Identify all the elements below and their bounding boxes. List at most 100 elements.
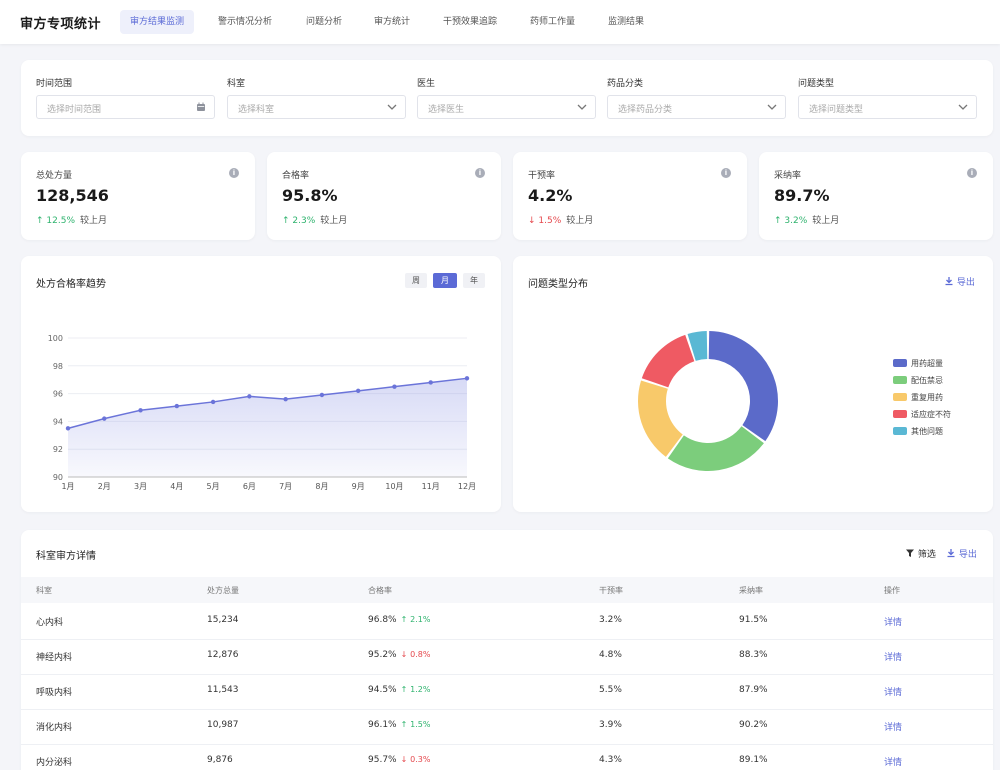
doctor-select[interactable]: 选择医生 (417, 95, 596, 119)
detail-link[interactable]: 详情 (884, 758, 903, 768)
detail-link[interactable]: 详情 (884, 688, 903, 698)
trend-point (138, 408, 143, 413)
x-tick-label: 5月 (207, 482, 220, 491)
table-cell-intervention-rate: 3.2% (599, 615, 622, 625)
tab-review-monitor[interactable]: 审方结果监测 (120, 10, 195, 34)
tab-pharmacist-workload[interactable]: 药师工作量 (530, 17, 576, 27)
row-divider (21, 674, 993, 675)
chevron-down-icon (767, 104, 777, 110)
trend-area (68, 378, 467, 477)
distribution-chart-title: 问题类型分布 (528, 279, 588, 290)
y-tick-label: 94 (53, 417, 63, 426)
y-tick-label: 96 (53, 390, 63, 399)
detail-link[interactable]: 详情 (884, 723, 903, 733)
trend-point (283, 396, 288, 402)
table-cell-dept: 呼吸内科 (36, 688, 73, 698)
trend-line (67, 377, 468, 430)
kpi-value-total: 128,546 (36, 186, 109, 205)
top-header: 审方专项统计 审方结果监测 警示情况分析 问题分析 审方统计 干预效果追踪 药师… (0, 0, 1000, 44)
issue-type-placeholder: 选择问题类型 (809, 105, 864, 115)
donut-slice[interactable] (708, 331, 778, 442)
info-icon[interactable]: i (967, 168, 977, 178)
table-card (21, 530, 993, 770)
legend-swatch (893, 359, 907, 367)
donut-slice[interactable] (638, 380, 683, 457)
issue-type-select[interactable]: 选择问题类型 (798, 95, 977, 119)
table-cell-total: 11,543 (207, 685, 239, 695)
trend-point (319, 392, 325, 398)
kpi-label-pass-rate: 合格率 (282, 171, 310, 181)
info-icon[interactable]: i (721, 168, 731, 178)
x-tick-label: 2月 (98, 482, 111, 491)
table-filter-button[interactable]: 筛选 (905, 547, 936, 560)
donut-slice[interactable] (687, 331, 708, 361)
tab-issue-analysis[interactable]: 问题分析 (306, 17, 343, 27)
trend-point (355, 388, 361, 394)
legend-swatch (893, 393, 907, 401)
donut-slice[interactable] (667, 426, 764, 471)
trend-point (464, 376, 470, 381)
x-tick-label: 7月 (279, 482, 292, 491)
trend-point (174, 403, 180, 409)
y-tick-label: 100 (48, 334, 63, 343)
legend-swatch (893, 376, 907, 384)
time-range-picker[interactable]: 选择时间范围 (36, 95, 215, 119)
trend-point (102, 416, 107, 421)
calendar-icon (197, 102, 205, 111)
tab-monitor-results[interactable]: 监测结果 (608, 17, 645, 27)
tab-intervention-tracking[interactable]: 干预效果追踪 (443, 17, 498, 27)
info-icon[interactable]: i (229, 168, 239, 178)
detail-link[interactable]: 详情 (884, 618, 903, 628)
time-range-placeholder: 选择时间范围 (47, 105, 102, 115)
drug-category-placeholder: 选择药品分类 (618, 105, 673, 115)
x-tick-label: 3月 (134, 482, 147, 491)
table-export-button[interactable]: 导出 (946, 547, 977, 560)
trend-point (392, 384, 397, 389)
x-tick-label: 4月 (170, 482, 183, 491)
table-cell-adoption-rate: 89.1% (739, 755, 768, 765)
distribution-export-button[interactable]: 导出 (944, 275, 975, 288)
kpi-change-adoption-rate: ↑ 3.2% 较上月 (774, 216, 840, 226)
x-tick-label: 10月 (385, 482, 403, 491)
table-cell-adoption-rate: 87.9% (739, 685, 768, 695)
trend-point (65, 426, 71, 431)
kpi-label-adoption-rate: 采纳率 (774, 171, 802, 181)
row-divider (21, 744, 993, 745)
download-icon (945, 277, 953, 286)
segment-year[interactable]: 年 (463, 273, 485, 288)
table-cell-pass-rate: 95.2% ↓ 0.8% (368, 650, 431, 660)
table-cell-intervention-rate: 3.9% (599, 720, 622, 730)
segment-week[interactable]: 周 (405, 273, 427, 288)
kpi-card-intervention-rate (513, 152, 747, 240)
table-cell-dept: 内分泌科 (36, 758, 73, 768)
tab-warning-analysis[interactable]: 警示情况分析 (218, 17, 273, 27)
arrow-up-icon: ↑ (400, 615, 408, 624)
arrow-up-icon: ↑ (282, 216, 290, 226)
department-select[interactable]: 选择科室 (227, 95, 406, 119)
table-cell-pass-rate: 94.5% ↑ 1.2% (368, 685, 431, 695)
table-cell-dept: 神经内科 (36, 653, 73, 663)
arrow-up-icon: ↑ (400, 720, 408, 729)
donut-slice[interactable] (641, 334, 695, 388)
legend-item: 用药超量 (893, 358, 943, 369)
app-title: 审方专项统计 (20, 17, 102, 32)
y-tick-label: 98 (53, 362, 63, 371)
info-icon[interactable]: i (475, 168, 485, 178)
table-title: 科室审方详情 (36, 551, 96, 562)
filter-label-time: 时间范围 (36, 79, 73, 89)
arrow-down-icon: ↓ (400, 755, 408, 764)
detail-link[interactable]: 详情 (884, 653, 903, 663)
kpi-label-total: 总处方量 (36, 171, 73, 181)
segment-month[interactable]: 月 (433, 273, 457, 288)
tab-review-stats[interactable]: 审方统计 (374, 17, 411, 27)
x-tick-label: 12月 (458, 482, 476, 491)
filter-label-doctor: 医生 (417, 79, 436, 89)
kpi-card-pass-rate (267, 152, 501, 240)
drug-category-select[interactable]: 选择药品分类 (607, 95, 786, 119)
arrow-down-icon: ↓ (400, 650, 408, 659)
legend-item: 配伍禁忌 (893, 375, 943, 386)
trend-point (247, 394, 252, 399)
table-header-row (21, 577, 993, 603)
chevron-down-icon (387, 104, 397, 110)
kpi-card-total (21, 152, 255, 240)
